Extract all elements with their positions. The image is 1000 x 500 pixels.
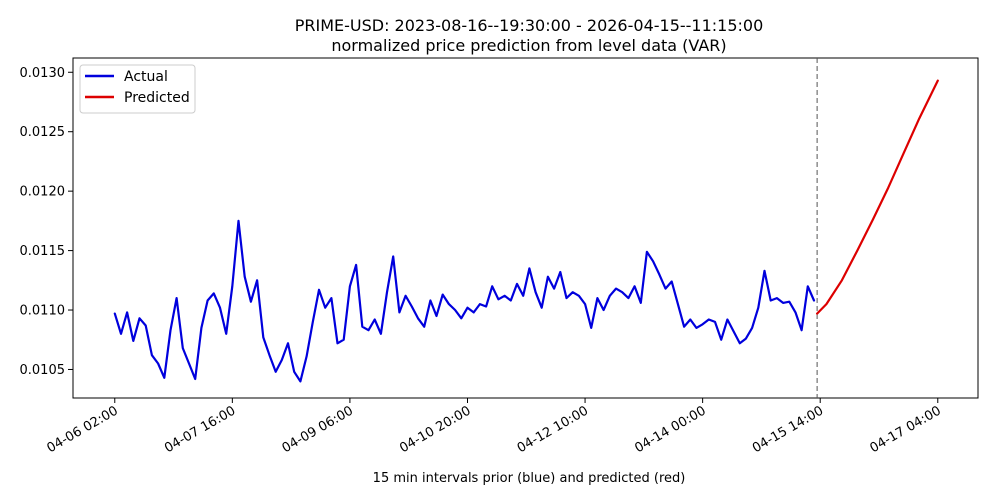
y-axis: 0.0105 0.0110 0.0115 0.0120 0.0125 0.0130 [20, 66, 73, 378]
y-tick-label: 0.0115 [20, 244, 66, 259]
legend: Actual Predicted [79, 64, 196, 114]
series-layer [113, 58, 939, 398]
y-tick-label: 0.0125 [20, 125, 66, 140]
x-axis-label: 15 min intervals prior (blue) and predic… [373, 471, 686, 486]
series-line-predicted [815, 79, 939, 315]
chart-subtitle: normalized price prediction from level d… [331, 36, 726, 55]
y-tick-label: 0.0120 [20, 185, 66, 200]
y-tick-label: 0.0130 [20, 66, 66, 81]
y-tick-label: 0.0105 [20, 363, 66, 378]
series-line-actual [113, 219, 816, 383]
legend-label-actual: Actual [124, 69, 168, 85]
plot-area [72, 57, 979, 399]
legend-label-predicted: Predicted [124, 90, 190, 106]
chart-title: PRIME-USD: 2023-08-16--19:30:00 - 2026-0… [295, 16, 764, 35]
y-tick-label: 0.0110 [20, 304, 66, 319]
